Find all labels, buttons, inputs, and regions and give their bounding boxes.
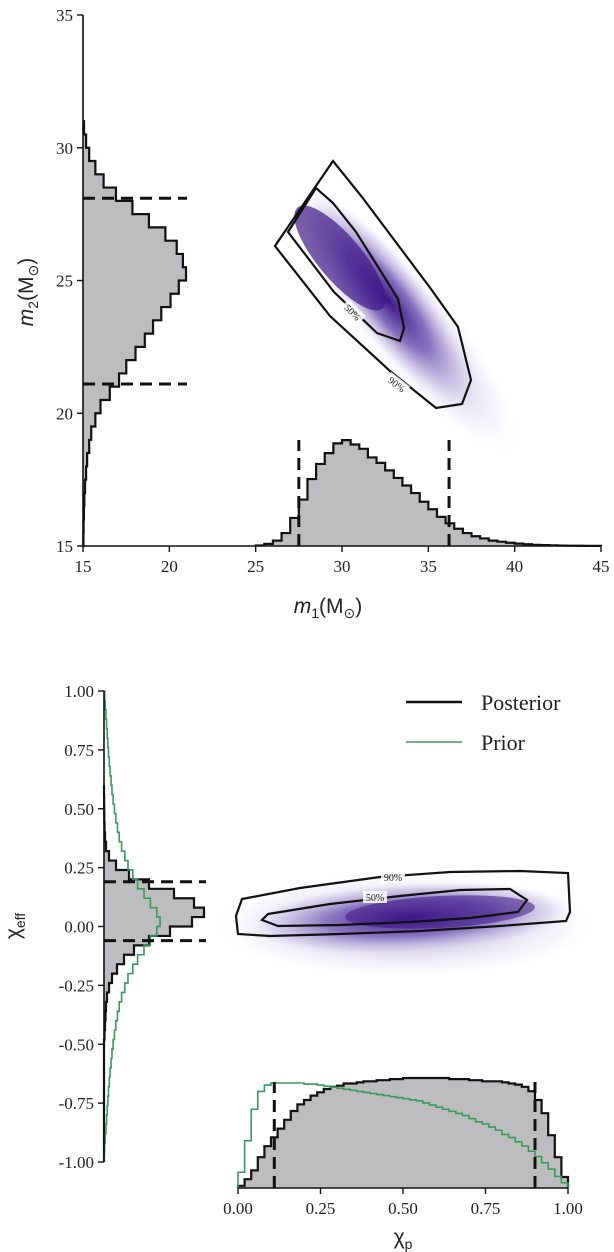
spin-y-tick-label: 0.00 [64, 918, 94, 937]
mass-density-core [294, 205, 386, 311]
mass-contour-90-bg [383, 371, 411, 397]
spin-y-tick-label: 1.00 [64, 682, 94, 701]
mass-y-tick-label: 15 [56, 537, 73, 556]
mass-x-tick-label: 45 [593, 557, 610, 576]
spin-y-tick-label: -0.75 [59, 1094, 94, 1113]
spin-y-tick-label: -0.50 [59, 1035, 94, 1054]
spin-x-tick-label: 0.00 [223, 1199, 253, 1218]
mass-y-tick-label: 25 [56, 272, 73, 291]
spin-contour-50-label: 50% [366, 893, 384, 904]
spin-x-tick-label: 0.75 [471, 1199, 501, 1218]
mass-x-tick-label: 15 [75, 557, 92, 576]
mass-contour-90 [273, 159, 473, 410]
mass-x-tick-label: 30 [334, 557, 351, 576]
spin-hist-x [236, 1076, 570, 1188]
mass-x-tick-label: 35 [420, 557, 437, 576]
spin-hist-y-prior [103, 690, 161, 1162]
mass-contour-50 [286, 186, 406, 343]
spin-contour-90-bg [381, 871, 405, 883]
spin-y-tick-label: 0.75 [64, 741, 94, 760]
spin-contour-50-bg [363, 891, 387, 903]
spin-contour-50 [260, 887, 529, 928]
spin-ylabel: χeff [2, 913, 28, 939]
spin-x-tick-label: 1.00 [553, 1199, 583, 1218]
spin-y-tick-label: 0.50 [64, 800, 94, 819]
spin-contour-90-label: 90% [384, 873, 402, 884]
spin-panel: 90% 50% 0.00 0.25 0.50 0.75 1.00 -1.00 -0.75 -0… [2, 682, 595, 1252]
mass-hist-y [82, 120, 188, 548]
mass-contour-50-bg [340, 299, 366, 325]
spin-hist-y [102, 690, 206, 1162]
mass-hist-x-bars [254, 439, 603, 547]
mass-x-tick-label: 25 [247, 557, 264, 576]
mass-y-tick-label: 35 [56, 6, 73, 25]
mass-y-tick-label: 20 [56, 404, 73, 423]
mass-x-tick-label: 20 [161, 557, 178, 576]
mass-ylabel: m2(M⊙) [15, 258, 41, 327]
spin-hist-x-posterior [236, 1076, 570, 1188]
mass-hist-x [254, 439, 603, 547]
mass-hist-y-bars [82, 120, 188, 548]
spin-x-tick-label: 0.50 [388, 1199, 418, 1218]
legend-prior-label: Prior [481, 730, 526, 755]
spin-y-tick-label: -0.25 [59, 976, 94, 995]
spin-y-tick-label: 0.25 [64, 859, 94, 878]
legend: Posterior Prior [406, 690, 561, 755]
spin-intervals [104, 880, 537, 1188]
legend-posterior-label: Posterior [481, 690, 561, 715]
spin-y-tick-label: -1.00 [59, 1153, 94, 1172]
spin-x-tick-label: 0.25 [306, 1199, 336, 1218]
spin-xlabel: χp [394, 1226, 413, 1252]
mass-y-tick-label: 30 [56, 139, 73, 158]
mass-intervals [83, 196, 451, 546]
mass-axes: 15 20 25 30 35 40 45 15 20 25 30 35 [56, 6, 610, 576]
spin-hist-x-prior [237, 1082, 569, 1188]
mass-x-tick-label: 40 [506, 557, 523, 576]
mass-xlabel: m1(M⊙) [294, 595, 363, 621]
spin-density-core [345, 895, 535, 929]
spin-axes: 0.00 0.25 0.50 0.75 1.00 -1.00 -0.75 -0.50 -0.25… [59, 682, 583, 1218]
